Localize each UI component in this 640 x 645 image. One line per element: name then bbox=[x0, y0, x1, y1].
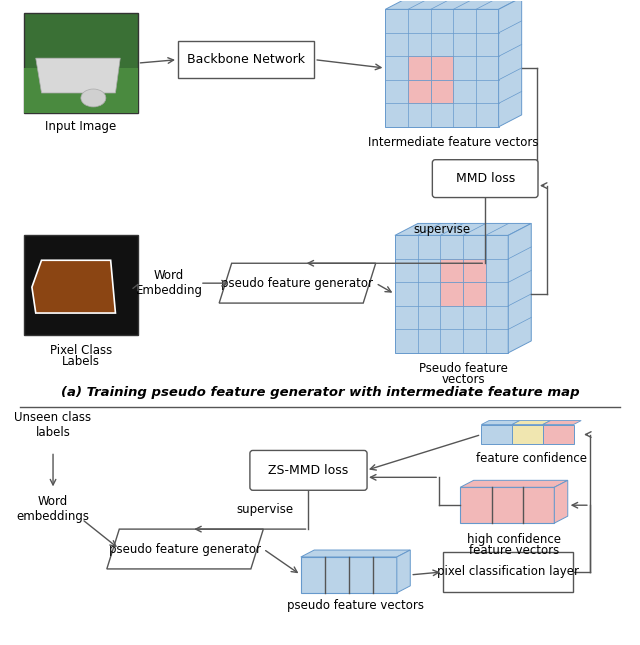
Bar bbox=[24, 68, 138, 113]
Polygon shape bbox=[499, 0, 522, 127]
Bar bbox=[24, 235, 138, 335]
Polygon shape bbox=[385, 0, 522, 10]
Polygon shape bbox=[431, 80, 453, 103]
Ellipse shape bbox=[81, 89, 106, 107]
Polygon shape bbox=[395, 223, 531, 235]
Polygon shape bbox=[385, 10, 499, 127]
Text: vectors: vectors bbox=[441, 373, 485, 386]
Polygon shape bbox=[463, 283, 486, 306]
Text: Input Image: Input Image bbox=[45, 121, 116, 134]
Text: Backbone Network: Backbone Network bbox=[187, 53, 305, 66]
Bar bbox=[481, 424, 512, 444]
Text: Word
Embedding: Word Embedding bbox=[136, 269, 203, 297]
Polygon shape bbox=[440, 283, 463, 306]
Polygon shape bbox=[463, 259, 486, 283]
Text: pseudo feature generator: pseudo feature generator bbox=[109, 542, 261, 555]
Text: pseudo feature generator: pseudo feature generator bbox=[221, 277, 373, 290]
Bar bbox=[178, 41, 314, 78]
Polygon shape bbox=[107, 529, 263, 569]
Polygon shape bbox=[512, 421, 550, 424]
Polygon shape bbox=[397, 550, 410, 593]
Text: Pseudo feature: Pseudo feature bbox=[419, 362, 508, 375]
FancyBboxPatch shape bbox=[250, 450, 367, 490]
Text: Pixel Class: Pixel Class bbox=[50, 344, 112, 357]
Polygon shape bbox=[301, 550, 410, 557]
Text: Word
embeddings: Word embeddings bbox=[17, 495, 90, 523]
FancyBboxPatch shape bbox=[433, 160, 538, 197]
Polygon shape bbox=[219, 263, 376, 303]
Polygon shape bbox=[408, 56, 431, 80]
Text: supervise: supervise bbox=[237, 502, 294, 516]
Text: pixel classification layer: pixel classification layer bbox=[436, 566, 579, 579]
Polygon shape bbox=[32, 261, 115, 313]
Text: pseudo feature vectors: pseudo feature vectors bbox=[287, 599, 424, 612]
Polygon shape bbox=[543, 421, 581, 424]
Polygon shape bbox=[440, 259, 463, 283]
Polygon shape bbox=[554, 481, 568, 523]
Text: Intermediate feature vectors: Intermediate feature vectors bbox=[368, 136, 539, 149]
Text: Unseen class
labels: Unseen class labels bbox=[15, 411, 92, 439]
Polygon shape bbox=[481, 421, 520, 424]
Text: Labels: Labels bbox=[62, 355, 100, 368]
Polygon shape bbox=[395, 235, 508, 353]
Text: feature vectors: feature vectors bbox=[469, 544, 559, 557]
Polygon shape bbox=[431, 56, 453, 80]
Bar bbox=[301, 557, 397, 593]
Bar bbox=[24, 14, 138, 113]
Bar bbox=[543, 424, 573, 444]
Text: ZS-MMD loss: ZS-MMD loss bbox=[268, 464, 349, 477]
Text: feature confidence: feature confidence bbox=[476, 452, 587, 465]
Polygon shape bbox=[36, 58, 120, 93]
Text: (a) Training pseudo feature generator with intermediate feature map: (a) Training pseudo feature generator wi… bbox=[61, 386, 579, 399]
Polygon shape bbox=[508, 223, 531, 353]
Text: MMD loss: MMD loss bbox=[456, 172, 515, 185]
Polygon shape bbox=[460, 481, 568, 487]
Polygon shape bbox=[408, 80, 431, 103]
Bar bbox=[512, 424, 543, 444]
Bar bbox=[443, 552, 573, 592]
Text: high confidence: high confidence bbox=[467, 533, 561, 546]
Bar bbox=[460, 487, 554, 523]
Text: supervise: supervise bbox=[413, 223, 470, 237]
